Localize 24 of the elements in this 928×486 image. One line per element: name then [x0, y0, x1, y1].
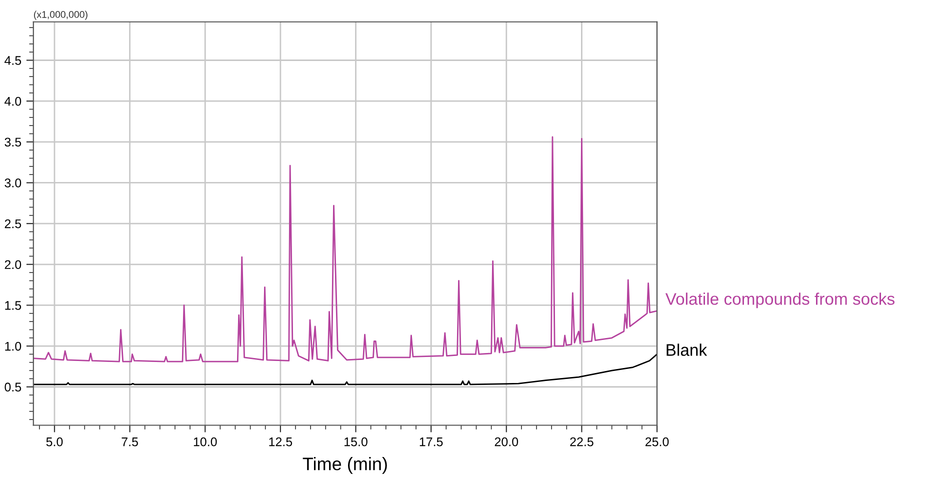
x-tick-label: 22.5 — [570, 437, 594, 446]
x-tick-label: 7.5 — [122, 438, 138, 446]
y-tick-label: 1.0 — [5, 342, 22, 351]
series-label: Volatile compounds from socks — [665, 292, 894, 308]
x-tick-label: 10.0 — [194, 437, 217, 446]
y-tick-label: 4.0 — [4, 96, 22, 106]
line-series — [33, 354, 658, 386]
series-label: Blank — [666, 344, 708, 356]
y-tick-label: 2.5 — [4, 219, 22, 228]
x-tick-label: 17.5 — [420, 438, 443, 446]
x-tick-label: 25.0 — [645, 437, 669, 446]
y-tick-label: 3.0 — [4, 178, 22, 188]
y-tick-label: 3.5 — [4, 138, 22, 147]
y-tick-label: 0.5 — [4, 382, 22, 392]
y-tick-label: 2.0 — [4, 260, 22, 270]
x-tick-label: 5.0 — [46, 437, 63, 446]
y-tick-label: 4.5 — [4, 56, 22, 65]
text: (x1,000,000) — [34, 10, 88, 20]
x-tick-label: 12.5 — [269, 437, 292, 446]
y-tick-label: 1.5 — [5, 301, 22, 310]
x-tick-label: 15.0 — [344, 437, 368, 446]
line-series — [33, 136, 658, 362]
x-tick-label: 20.0 — [494, 437, 518, 446]
x-axis-title: Time (min) — [302, 457, 387, 474]
